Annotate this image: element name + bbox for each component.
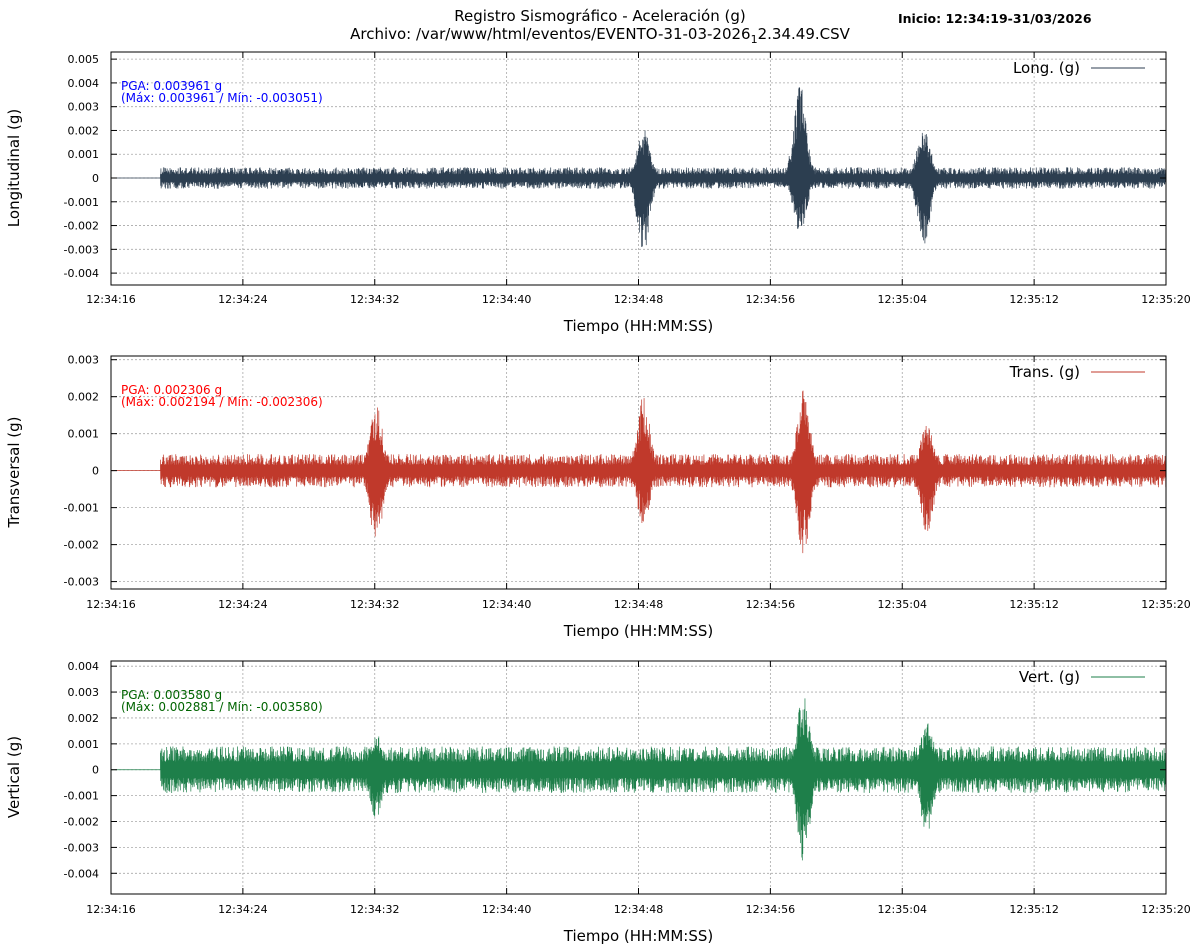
y-tick-label: -0.001: [64, 790, 99, 803]
y-tick-label: 0.001: [68, 428, 100, 441]
x-axis-title: Tiempo (HH:MM:SS): [563, 927, 713, 945]
y-tick-label: -0.004: [64, 267, 99, 280]
pga-annotation: PGA: 0.002306 g: [121, 383, 222, 397]
x-tick-label: 12:35:12: [1009, 903, 1058, 916]
legend: Vert. (g): [1019, 668, 1145, 686]
y-tick-label: 0.003: [68, 354, 100, 367]
chart-title: Registro Sismográfico - Aceleración (g): [454, 7, 746, 25]
y-tick-label: 0.002: [68, 712, 100, 725]
pga-annotation: PGA: 0.003961 g: [121, 79, 222, 93]
legend-label: Vert. (g): [1019, 668, 1080, 686]
chart-panel-3: 0.004 0.003 0.002 0.001 0 -0.001 -0.002 -0.003 -…: [5, 660, 1191, 945]
max-min-annotation: (Máx: 0.002881 / Mín: -0.003580): [121, 700, 323, 714]
signal-trace: [111, 698, 1167, 861]
y-tick-label: 0.005: [68, 53, 100, 66]
x-tick-label: 12:35:04: [878, 598, 927, 611]
x-tick-label: 12:34:16: [86, 903, 135, 916]
y-tick-label: -0.002: [64, 539, 99, 552]
x-tick-label: 12:34:16: [86, 293, 135, 306]
y-tick-label: -0.003: [64, 243, 99, 256]
legend: Long. (g): [1013, 59, 1145, 77]
chart-panel-1: 0.005 0.004 0.003 0.002 0.001 0 -0.001 -0.002 -0…: [5, 51, 1191, 335]
x-axis-title: Tiempo (HH:MM:SS): [563, 317, 713, 335]
y-tick-label: 0.003: [68, 686, 100, 699]
x-tick-label: 12:34:56: [746, 293, 795, 306]
y-tick-label: 0.004: [68, 660, 100, 673]
y-tick-label: 0: [92, 764, 99, 777]
x-tick-label: 12:34:40: [482, 293, 531, 306]
x-tick-label: 12:34:56: [746, 598, 795, 611]
y-tick-label: 0.004: [68, 77, 100, 90]
x-tick-label: 12:35:20: [1141, 903, 1190, 916]
legend-label: Long. (g): [1013, 59, 1080, 77]
y-axis-title: Transversal (g): [5, 416, 23, 528]
y-tick-label: -0.003: [64, 576, 99, 589]
x-tick-label: 12:34:32: [350, 598, 399, 611]
x-tick-label: 12:34:24: [218, 598, 267, 611]
x-tick-label: 12:35:12: [1009, 598, 1058, 611]
x-tick-label: 12:34:24: [218, 293, 267, 306]
subtitle-tail: 2.34.49.CSV: [757, 25, 850, 43]
x-tick-label: 12:35:20: [1141, 598, 1190, 611]
x-tick-label: 12:34:40: [482, 903, 531, 916]
y-tick-label: -0.003: [64, 841, 99, 854]
x-tick-label: 12:34:56: [746, 903, 795, 916]
y-tick-label: 0: [92, 172, 99, 185]
x-axis-title: Tiempo (HH:MM:SS): [563, 622, 713, 640]
y-axis-title: Vertical (g): [5, 736, 23, 818]
x-tick-label: 12:35:04: [878, 293, 927, 306]
y-tick-label: -0.004: [64, 867, 99, 880]
x-tick-label: 12:35:04: [878, 903, 927, 916]
pga-annotation: PGA: 0.003580 g: [121, 688, 222, 702]
chart-subtitle: Archivo: /var/www/html/eventos/EVENTO-31…: [0, 25, 1200, 49]
y-tick-label: -0.001: [64, 502, 99, 515]
x-tick-label: 12:34:48: [614, 598, 663, 611]
x-tick-label: 12:35:20: [1141, 293, 1190, 306]
y-tick-label: 0.001: [68, 738, 100, 751]
start-time-label: Inicio: 12:34:19-31/03/2026: [898, 11, 1092, 26]
x-tick-label: 12:34:48: [614, 293, 663, 306]
y-axis-title: Longitudinal (g): [5, 109, 23, 227]
x-tick-label: 12:34:16: [86, 598, 135, 611]
x-tick-label: 12:34:32: [350, 293, 399, 306]
max-min-annotation: (Máx: 0.002194 / Mín: -0.002306): [121, 395, 323, 409]
y-tick-label: -0.002: [64, 220, 99, 233]
y-tick-label: 0.002: [68, 391, 100, 404]
subtitle-subscript: 1: [750, 33, 758, 46]
y-tick-label: 0.001: [68, 148, 100, 161]
x-tick-label: 12:34:40: [482, 598, 531, 611]
x-tick-label: 12:35:12: [1009, 293, 1058, 306]
x-tick-label: 12:34:32: [350, 903, 399, 916]
x-tick-label: 12:34:24: [218, 903, 267, 916]
y-tick-label: -0.002: [64, 816, 99, 829]
chart-panel-2: 0.003 0.002 0.001 0 -0.001 -0.002 -0.003 12:34:…: [5, 354, 1191, 640]
subtitle-main: Archivo: /var/www/html/eventos/EVENTO-31…: [350, 25, 751, 43]
y-tick-label: -0.001: [64, 196, 99, 209]
y-tick-label: 0.003: [68, 101, 100, 114]
x-tick-label: 12:34:48: [614, 903, 663, 916]
signal-trace: [111, 390, 1167, 554]
max-min-annotation: (Máx: 0.003961 / Mín: -0.003051): [121, 91, 323, 105]
legend-label: Trans. (g): [1009, 363, 1080, 381]
y-tick-label: 0.002: [68, 124, 100, 137]
signal-trace: [111, 87, 1167, 247]
legend: Trans. (g): [1009, 363, 1145, 381]
y-tick-label: 0: [92, 465, 99, 478]
